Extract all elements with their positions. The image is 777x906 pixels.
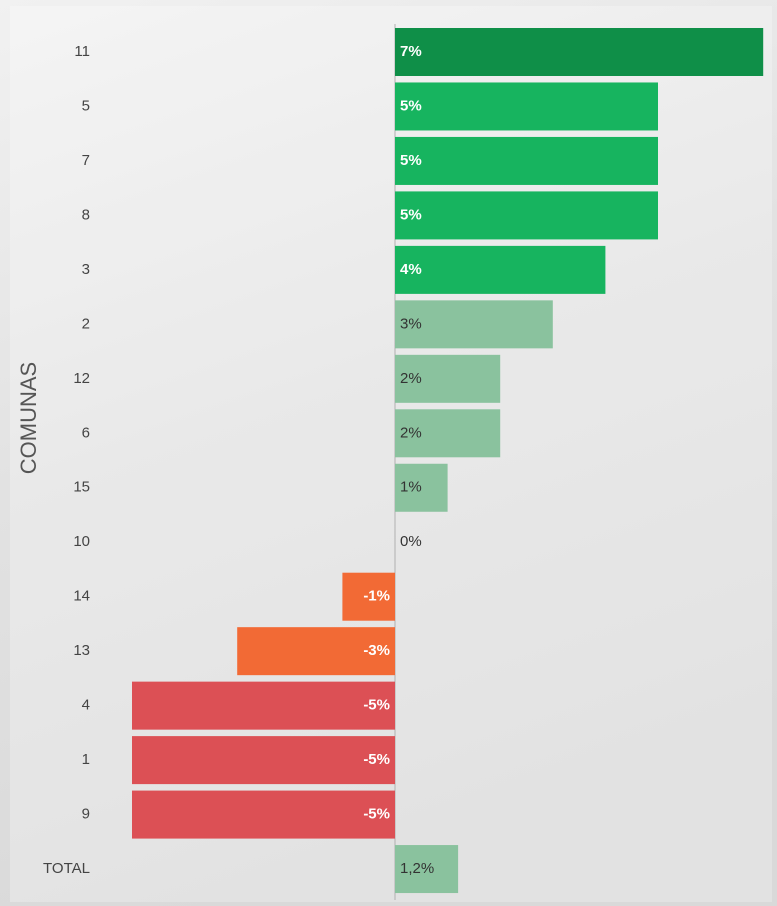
bar — [395, 409, 501, 458]
y-tick-label: 3 — [82, 261, 90, 278]
value-label: 5% — [400, 206, 422, 223]
y-tick-label: 2 — [82, 315, 90, 332]
value-label: 5% — [400, 152, 422, 169]
y-tick-label: 15 — [73, 479, 90, 496]
y-tick-label: 6 — [82, 424, 90, 441]
value-label: 2% — [400, 370, 422, 387]
bar — [395, 82, 658, 131]
y-tick-label: 11 — [74, 43, 90, 60]
value-label: -5% — [363, 751, 390, 768]
value-label: 1,2% — [400, 860, 434, 877]
value-label: 5% — [400, 97, 422, 114]
value-label: 1% — [400, 479, 422, 496]
y-tick-label: 12 — [73, 370, 90, 387]
y-tick-label: 7 — [82, 152, 90, 169]
bar — [395, 300, 553, 349]
bar — [395, 136, 658, 185]
value-label: 2% — [400, 424, 422, 441]
value-label: -1% — [363, 588, 390, 605]
y-tick-label: 4 — [82, 697, 90, 714]
y-tick-label: 9 — [82, 806, 90, 823]
bar — [395, 245, 606, 294]
value-label: 0% — [400, 533, 422, 550]
bar — [342, 572, 395, 621]
value-label: -5% — [363, 697, 390, 714]
y-tick-label: 1 — [82, 751, 90, 768]
bar — [237, 627, 395, 676]
y-axis-label: COMUNAS — [16, 362, 41, 474]
value-label: 3% — [400, 315, 422, 332]
y-tick-label: 14 — [73, 588, 90, 605]
y-tick-label: 13 — [73, 642, 90, 659]
y-tick-label: 10 — [73, 533, 90, 550]
bar — [395, 845, 459, 894]
y-tick-label: TOTAL — [43, 860, 90, 877]
bar — [395, 191, 658, 240]
y-tick-label: 5 — [82, 97, 90, 114]
value-label: -3% — [363, 642, 390, 659]
bar — [395, 463, 448, 512]
bar — [395, 354, 501, 403]
value-label: 4% — [400, 261, 422, 278]
y-tick-label: 8 — [82, 206, 90, 223]
bar — [132, 736, 395, 785]
bar — [132, 681, 395, 730]
bar — [132, 790, 395, 839]
bar — [395, 28, 764, 76]
value-label: -5% — [363, 806, 390, 823]
value-label: 7% — [400, 43, 422, 60]
